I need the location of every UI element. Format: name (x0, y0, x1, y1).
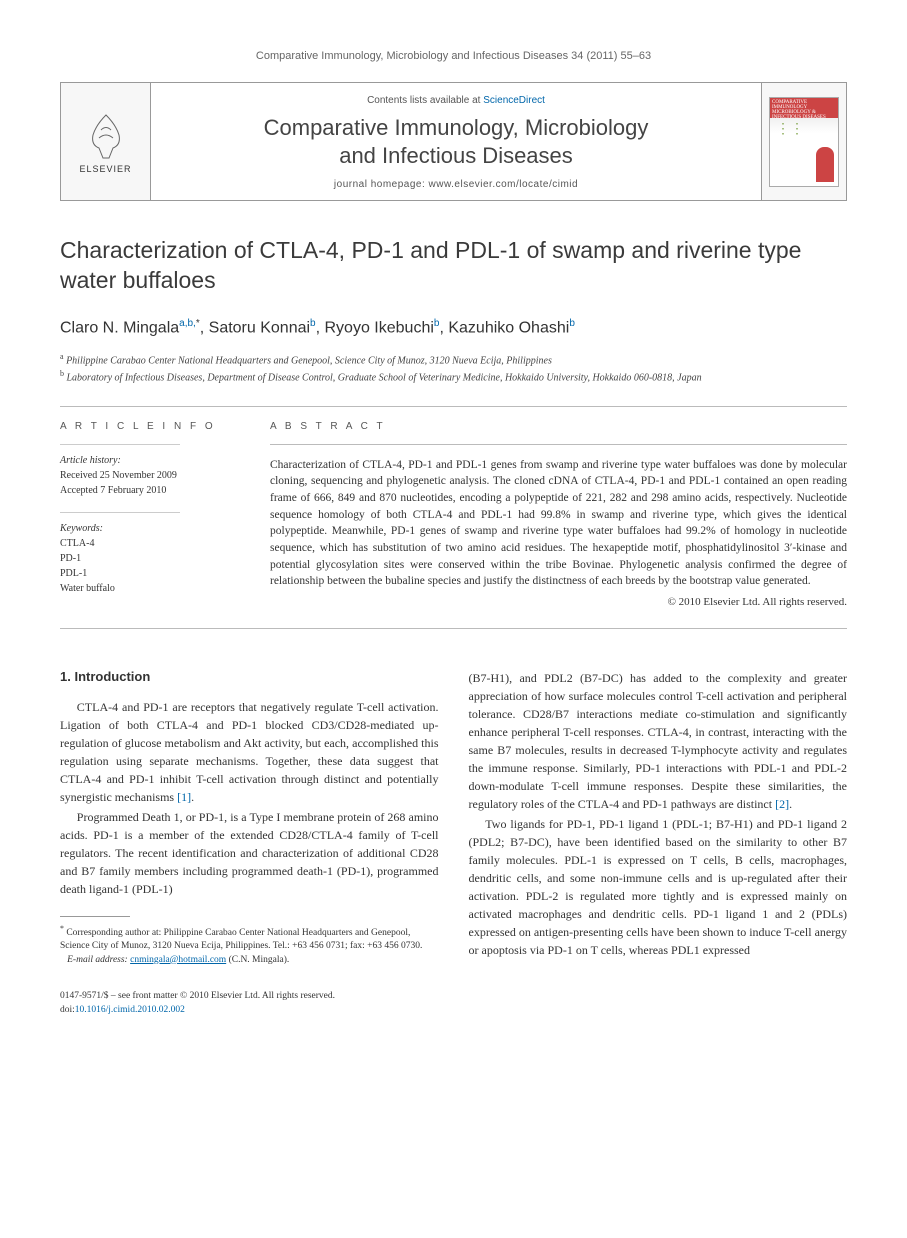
doi-prefix: doi: (60, 1005, 75, 1015)
body-text: . (191, 790, 194, 804)
keywords-block: Keywords: CTLA-4 PD-1 PDL-1 Water buffal… (60, 521, 240, 596)
body-paragraph: Programmed Death 1, or PD-1, is a Type I… (60, 808, 439, 898)
author-affil-marker: b (310, 318, 316, 329)
rule (60, 512, 180, 513)
corresponding-star-icon: * (60, 924, 64, 933)
contents-available-line: Contents lists available at ScienceDirec… (161, 95, 751, 106)
keyword: PD-1 (60, 551, 240, 566)
author-name: Kazuhiko Ohashi (448, 319, 569, 336)
abstract-column: A B S T R A C T Characterization of CTLA… (270, 421, 847, 610)
elsevier-logo-cell: ELSEVIER (61, 83, 151, 200)
corresponding-email-line: E-mail address: cnmingala@hotmail.com (C… (60, 954, 439, 967)
email-label: E-mail address: (67, 955, 128, 965)
article-title: Characterization of CTLA-4, PD-1 and PDL… (60, 236, 847, 296)
article-history: Article history: Received 25 November 20… (60, 453, 240, 498)
sciencedirect-link[interactable]: ScienceDirect (483, 95, 545, 106)
citation-link[interactable]: [2] (775, 797, 789, 811)
footnote-rule (60, 916, 130, 917)
received-date: Received 25 November 2009 (60, 468, 240, 483)
author-list: Claro N. Mingalaa,b,*, Satoru Konnaib, R… (60, 318, 847, 337)
info-abstract-row: A R T I C L E I N F O Article history: R… (60, 407, 847, 628)
body-paragraph: (B7-H1), and PDL2 (B7-DC) has added to t… (469, 669, 848, 813)
body-paragraph: Two ligands for PD-1, PD-1 ligand 1 (PDL… (469, 815, 848, 959)
author-name: Ryoyo Ikebuchi (325, 319, 434, 336)
abstract-copyright: © 2010 Elsevier Ltd. All rights reserved… (270, 596, 847, 608)
email-attribution: (C.N. Mingala). (226, 955, 289, 965)
page-footer: 0147-9571/$ – see front matter © 2010 El… (60, 989, 847, 1018)
body-two-column: 1. Introduction CTLA-4 and PD-1 are rece… (60, 669, 847, 967)
abstract-label: A B S T R A C T (270, 421, 847, 432)
keyword: PDL-1 (60, 566, 240, 581)
journal-cover-thumbnail: COMPARATIVE IMMUNOLOGY MICROBIOLOGY & IN… (769, 97, 839, 187)
cover-decoration: ⋮⋮ (776, 126, 804, 133)
affiliation-a: a Philippine Carabao Center National Hea… (60, 351, 847, 368)
corresponding-author-note: * Corresponding author at: Philippine Ca… (60, 923, 439, 954)
article-info-label: A R T I C L E I N F O (60, 421, 240, 432)
keyword: Water buffalo (60, 581, 240, 596)
affiliation-text: Philippine Carabao Center National Headq… (66, 355, 552, 366)
author-affil-marker: b (434, 318, 440, 329)
author-affil-marker: b (569, 318, 575, 329)
journal-name-line1: Comparative Immunology, Microbiology (264, 115, 649, 140)
corresponding-text: Corresponding author at: Philippine Cara… (60, 928, 422, 951)
accepted-date: Accepted 7 February 2010 (60, 483, 240, 498)
author-name: Satoru Konnai (209, 319, 310, 336)
abstract-text: Characterization of CTLA-4, PD-1 and PDL… (270, 457, 847, 590)
article-info-column: A R T I C L E I N F O Article history: R… (60, 421, 240, 610)
affiliations: a Philippine Carabao Center National Hea… (60, 351, 847, 386)
body-paragraph: CTLA-4 and PD-1 are receptors that negat… (60, 698, 439, 806)
running-head: Comparative Immunology, Microbiology and… (60, 50, 847, 62)
affiliation-text: Laboratory of Infectious Diseases, Depar… (67, 373, 702, 384)
body-text: (B7-H1), and PDL2 (B7-DC) has added to t… (469, 671, 848, 811)
body-text: CTLA-4 and PD-1 are receptors that negat… (60, 700, 439, 804)
right-column: (B7-H1), and PDL2 (B7-DC) has added to t… (469, 669, 848, 967)
rule (270, 444, 847, 445)
page: Comparative Immunology, Microbiology and… (0, 0, 907, 1067)
citation-link[interactable]: [1] (177, 790, 191, 804)
journal-name: Comparative Immunology, Microbiology and… (161, 114, 751, 169)
doi-link[interactable]: 10.1016/j.cimid.2010.02.002 (75, 1005, 185, 1015)
cover-thumbnail-cell: COMPARATIVE IMMUNOLOGY MICROBIOLOGY & IN… (761, 83, 846, 200)
body-text: . (789, 797, 792, 811)
rule (60, 444, 180, 445)
front-matter-line: 0147-9571/$ – see front matter © 2010 El… (60, 989, 847, 1003)
journal-header-box: ELSEVIER Contents lists available at Sci… (60, 82, 847, 201)
left-column: 1. Introduction CTLA-4 and PD-1 are rece… (60, 669, 439, 967)
header-center: Contents lists available at ScienceDirec… (151, 83, 761, 200)
elsevier-wordmark: ELSEVIER (79, 164, 131, 174)
keywords-heading: Keywords: (60, 521, 240, 536)
contents-prefix: Contents lists available at (367, 95, 483, 106)
elsevier-tree-icon (81, 110, 131, 160)
keyword: CTLA-4 (60, 536, 240, 551)
corresponding-star-icon: * (196, 318, 200, 329)
doi-line: doi:10.1016/j.cimid.2010.02.002 (60, 1003, 847, 1017)
rule (60, 628, 847, 629)
history-heading: Article history: (60, 453, 240, 468)
corresponding-email-link[interactable]: cnmingala@hotmail.com (130, 955, 226, 965)
author-affil-marker: a,b, (179, 318, 196, 329)
author-name: Claro N. Mingala (60, 319, 179, 336)
cover-figure-icon (816, 147, 834, 182)
cover-title-bar: COMPARATIVE IMMUNOLOGY MICROBIOLOGY & IN… (770, 98, 838, 118)
affiliation-b: b Laboratory of Infectious Diseases, Dep… (60, 368, 847, 385)
journal-homepage: journal homepage: www.elsevier.com/locat… (161, 179, 751, 190)
section-heading: 1. Introduction (60, 669, 439, 684)
journal-name-line2: and Infectious Diseases (339, 143, 573, 168)
